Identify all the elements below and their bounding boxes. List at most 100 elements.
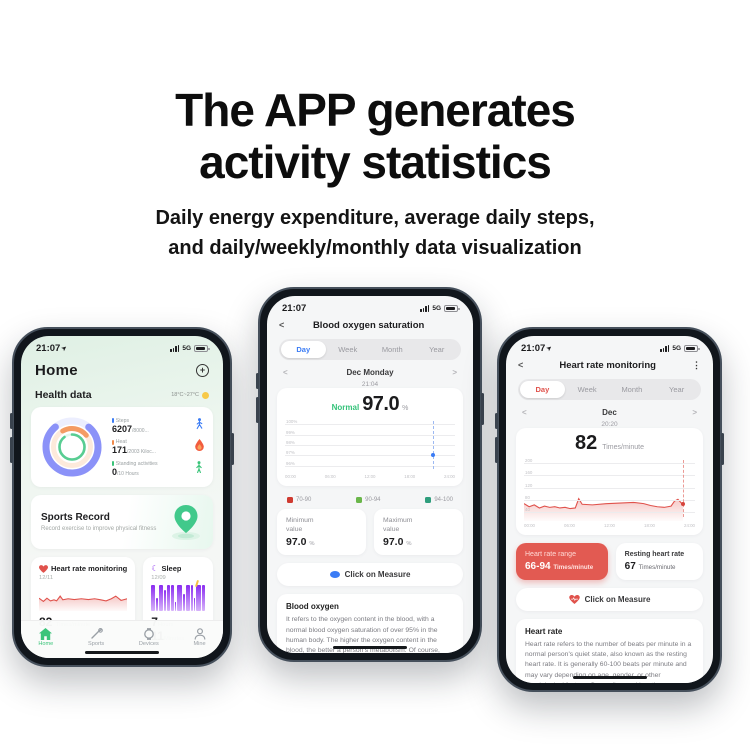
legend-item: 70-90 — [287, 497, 311, 503]
period-tabs: Day Week Month Year — [518, 379, 701, 400]
sleep-card-date: 12/09 — [151, 575, 166, 581]
standing-value: 0 — [112, 466, 118, 477]
status-icons: 5G — [659, 345, 700, 352]
next-day-button[interactable]: > — [692, 407, 697, 417]
heart-measure-icon — [568, 595, 580, 604]
date-label: Dec — [602, 408, 617, 417]
y-tick: 200 — [525, 457, 533, 463]
sports-icon — [90, 627, 103, 639]
back-button[interactable]: < — [518, 360, 524, 370]
measure-time: 20:20 — [601, 421, 618, 428]
status-bar: 21:07 5G — [267, 296, 473, 316]
spo2-value: 97.0 — [362, 393, 400, 415]
tab-year[interactable]: Year — [429, 345, 445, 354]
steps-tick-icon — [112, 418, 114, 423]
activity-summary-card[interactable]: Steps 6207/8000... Heat 171/2003 Kiloc..… — [31, 407, 213, 487]
spo2-unit: % — [402, 405, 409, 412]
cursor-line — [432, 421, 434, 469]
prev-day-button[interactable]: < — [283, 367, 288, 377]
tab-home[interactable]: Home — [38, 627, 54, 647]
hr-unit: Times/minute — [602, 444, 644, 451]
status-time: 21:07 ➤ — [521, 343, 555, 354]
tab-mine[interactable]: Mine — [193, 627, 206, 647]
tab-month[interactable]: Month — [381, 345, 403, 354]
heart-rate-info-card: Heart rate Heart rate refers to the numb… — [516, 619, 703, 683]
page-title: Home — [35, 362, 78, 379]
steps-total: /8000... — [132, 427, 149, 434]
heart-mini-chart — [39, 585, 127, 612]
home-indicator — [572, 676, 647, 679]
battery-icon — [684, 345, 700, 352]
section-title: Health data — [35, 389, 92, 401]
subtitle-line-1: Daily energy expenditure, average daily … — [155, 206, 595, 229]
devices-icon — [143, 627, 154, 640]
heart-card-date: 12/11 — [39, 575, 54, 581]
tab-week[interactable]: Week — [338, 345, 358, 354]
measure-button-label: Click on Measure — [584, 595, 651, 604]
tab-sports[interactable]: Sports — [88, 627, 105, 647]
y-tick: 98% — [286, 439, 295, 445]
tab-year[interactable]: Year — [669, 385, 685, 394]
minimum-value: 97.0 — [286, 536, 307, 549]
tab-month[interactable]: Month — [621, 385, 643, 394]
info-title: Blood oxygen — [286, 602, 339, 612]
measure-button[interactable]: Click on Measure — [516, 588, 703, 611]
tab-mine-label: Mine — [193, 640, 206, 647]
x-tick: 00:00 — [524, 523, 535, 528]
sports-record-subtitle: Record exercise to improve physical fitn… — [41, 526, 157, 532]
tab-home-label: Home — [38, 640, 54, 647]
minimum-label: Minimum value — [286, 517, 314, 534]
volume-button — [495, 413, 498, 429]
activity-rings-icon — [42, 417, 102, 477]
signal-icon — [419, 305, 430, 312]
blood-oxygen-screen: 21:07 5G < Blood oxygen saturation Day W… — [267, 296, 473, 653]
add-device-button[interactable]: + — [196, 364, 209, 377]
hr-plot: 200 160 120 80 40 — [524, 457, 695, 521]
power-button — [481, 393, 484, 425]
heart-icon — [39, 564, 48, 573]
nav-title: Blood oxygen saturation — [312, 320, 425, 331]
legend-teal-icon — [425, 497, 432, 503]
next-day-button[interactable]: > — [452, 367, 457, 377]
status-time: 21:07 — [282, 303, 307, 314]
volume-button — [256, 397, 259, 423]
home-icon — [39, 627, 53, 640]
tab-week[interactable]: Week — [577, 385, 597, 394]
maximum-label: Maximum value — [383, 517, 413, 534]
y-tick: 97% — [286, 450, 295, 456]
prev-day-button[interactable]: < — [522, 407, 527, 417]
maximum-card: Maximum value 97.0 % — [374, 509, 463, 556]
sun-icon — [202, 391, 209, 399]
moon-icon: ☾ — [151, 563, 159, 573]
home-screen: 21:07 ➤ 5G Home + Health data 18°C~27°C — [21, 336, 223, 658]
nav-title: Heart rate monitoring — [559, 360, 656, 371]
menu-dots-icon[interactable]: ⋮ — [692, 360, 701, 370]
location-icon: ➤ — [546, 344, 555, 353]
sports-record-card[interactable]: Sports Record Record exercise to improve… — [31, 495, 213, 549]
network-label: 5G — [432, 305, 441, 312]
status-icons: 5G — [419, 305, 460, 312]
walking-person-icon — [194, 417, 204, 435]
headline: The APP generates activity statistics Da… — [0, 84, 750, 263]
heat-stat: Heat 171/2003 Kiloc... — [112, 438, 204, 456]
tab-sports-label: Sports — [88, 640, 105, 647]
minimum-unit: % — [309, 541, 315, 548]
y-tick: 96% — [286, 460, 295, 466]
heat-value: 171 — [112, 445, 128, 455]
heart-rate-range-card: Heart rate range 66-94 Times/minute — [516, 543, 608, 580]
tab-devices[interactable]: Devices — [139, 627, 159, 647]
title-line-1: The APP generates — [175, 84, 576, 136]
volume-button — [495, 437, 498, 463]
tab-day[interactable]: Day — [520, 381, 565, 398]
legend-green-icon — [356, 497, 363, 503]
range-label: Heart rate range — [525, 551, 576, 558]
subtitle-line-2: and daily/weekly/monthly data visualizat… — [168, 236, 582, 259]
sleep-bars-chart — [151, 579, 205, 611]
power-button — [231, 433, 234, 465]
back-button[interactable]: < — [279, 320, 285, 330]
tab-day[interactable]: Day — [281, 341, 326, 358]
phone-home: 21:07 ➤ 5G Home + Health data 18°C~27°C — [10, 327, 234, 667]
measure-button[interactable]: Click on Measure — [277, 563, 463, 587]
blood-oxygen-info-card: Blood oxygen It refers to the oxygen con… — [277, 594, 463, 653]
steps-label: Steps — [115, 417, 130, 424]
